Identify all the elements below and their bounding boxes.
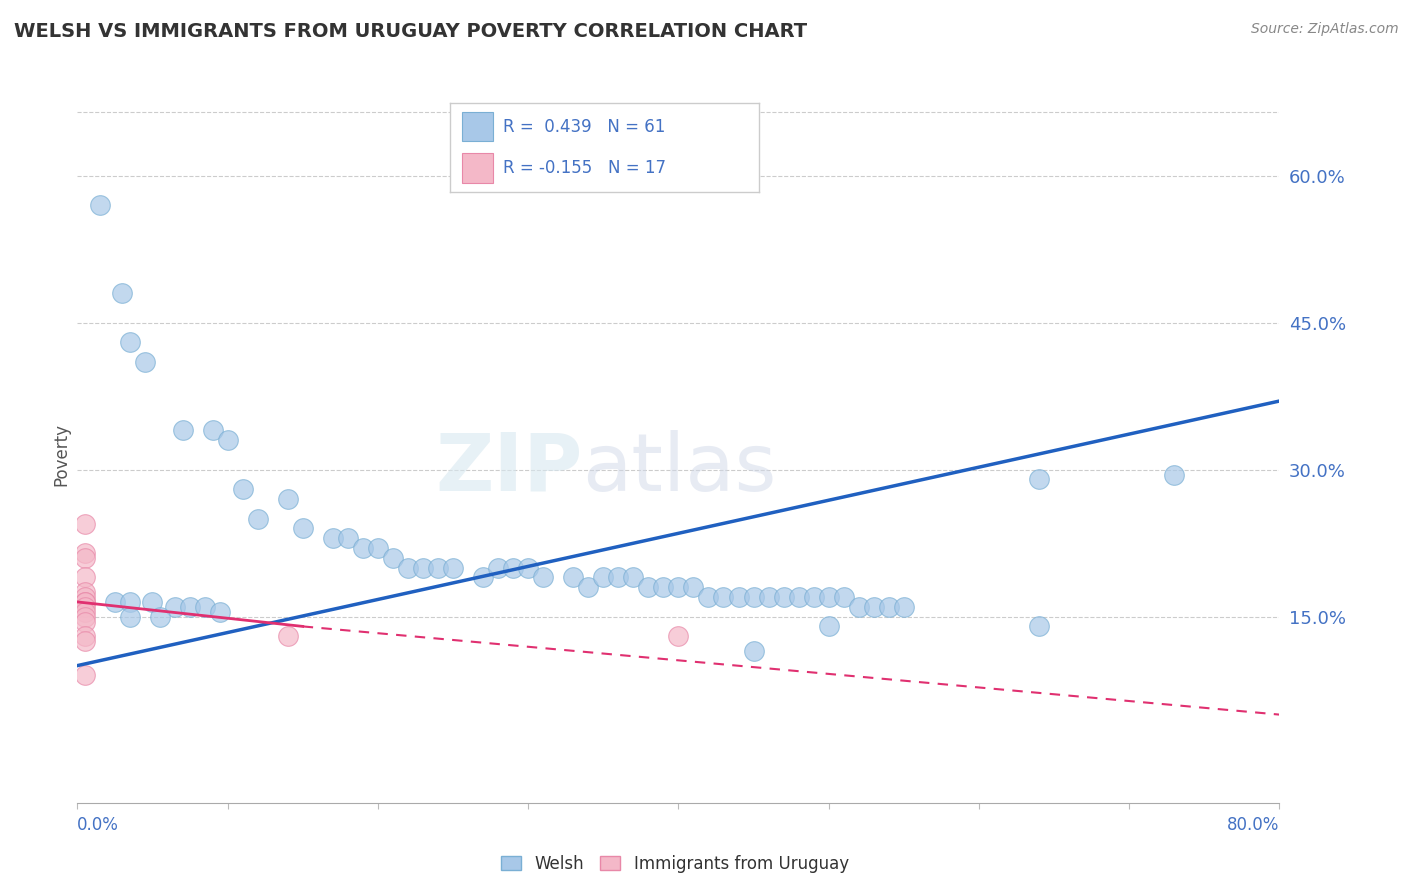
Y-axis label: Poverty: Poverty — [52, 424, 70, 486]
Point — [772, 590, 794, 604]
Text: R = -0.155   N = 17: R = -0.155 N = 17 — [502, 159, 665, 177]
Point — [637, 580, 659, 594]
Point — [517, 560, 540, 574]
Point — [73, 615, 96, 629]
Point — [697, 590, 720, 604]
Point — [742, 590, 765, 604]
Point — [141, 595, 163, 609]
Point — [1028, 619, 1050, 633]
Point — [73, 605, 96, 619]
Point — [893, 599, 915, 614]
Point — [73, 595, 96, 609]
Point — [682, 580, 704, 594]
Point — [862, 599, 884, 614]
Legend: Welsh, Immigrants from Uruguay: Welsh, Immigrants from Uruguay — [494, 848, 856, 880]
Point — [111, 286, 134, 301]
Point — [209, 605, 232, 619]
Point — [172, 424, 194, 438]
Point — [73, 634, 96, 648]
Point — [246, 511, 269, 525]
Point — [322, 531, 344, 545]
Point — [277, 629, 299, 643]
Point — [668, 629, 690, 643]
Point — [817, 619, 839, 633]
Point — [607, 570, 630, 584]
Point — [217, 434, 239, 448]
Point — [848, 599, 870, 614]
Text: atlas: atlas — [582, 430, 776, 508]
Point — [73, 629, 96, 643]
Point — [668, 580, 690, 594]
Point — [277, 491, 299, 506]
FancyBboxPatch shape — [463, 153, 494, 183]
Text: WELSH VS IMMIGRANTS FROM URUGUAY POVERTY CORRELATION CHART: WELSH VS IMMIGRANTS FROM URUGUAY POVERTY… — [14, 22, 807, 41]
Point — [877, 599, 900, 614]
Point — [149, 609, 172, 624]
Point — [1028, 472, 1050, 486]
Point — [367, 541, 389, 555]
Point — [562, 570, 585, 584]
Point — [787, 590, 810, 604]
Point — [73, 599, 96, 614]
Point — [104, 595, 127, 609]
Point — [621, 570, 644, 584]
Point — [592, 570, 614, 584]
Point — [441, 560, 464, 574]
Point — [817, 590, 839, 604]
Text: ZIP: ZIP — [434, 430, 582, 508]
Point — [118, 335, 141, 350]
Point — [163, 599, 186, 614]
Point — [232, 482, 254, 496]
Point — [73, 546, 96, 560]
Text: 0.0%: 0.0% — [77, 816, 120, 834]
Point — [727, 590, 749, 604]
Point — [652, 580, 675, 594]
Point — [73, 550, 96, 565]
Point — [412, 560, 434, 574]
Point — [336, 531, 359, 545]
Point — [427, 560, 450, 574]
Point — [472, 570, 495, 584]
Point — [179, 599, 201, 614]
Point — [73, 516, 96, 531]
Point — [576, 580, 599, 594]
Point — [118, 595, 141, 609]
FancyBboxPatch shape — [463, 112, 494, 141]
Text: 80.0%: 80.0% — [1227, 816, 1279, 834]
Point — [134, 355, 156, 369]
Point — [73, 590, 96, 604]
Point — [742, 644, 765, 658]
Point — [73, 595, 96, 609]
Point — [758, 590, 780, 604]
Text: R =  0.439   N = 61: R = 0.439 N = 61 — [502, 118, 665, 136]
Point — [832, 590, 855, 604]
Text: Source: ZipAtlas.com: Source: ZipAtlas.com — [1251, 22, 1399, 37]
Point — [1163, 467, 1185, 482]
Point — [291, 521, 314, 535]
Point — [201, 424, 224, 438]
Point — [73, 668, 96, 682]
Point — [803, 590, 825, 604]
Point — [352, 541, 374, 555]
Point — [89, 198, 111, 212]
Point — [396, 560, 419, 574]
Point — [486, 560, 509, 574]
Point — [713, 590, 735, 604]
Point — [73, 585, 96, 599]
Point — [531, 570, 554, 584]
Point — [194, 599, 217, 614]
Point — [73, 570, 96, 584]
Point — [73, 609, 96, 624]
Point — [118, 609, 141, 624]
Point — [502, 560, 524, 574]
Point — [381, 550, 404, 565]
